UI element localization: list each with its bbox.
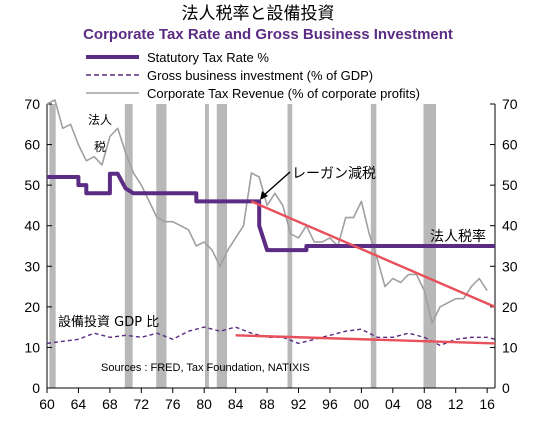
- y-tick-label-left-30: 30: [24, 258, 40, 274]
- recession-band-5: [287, 104, 293, 388]
- annotation-houjin-zei-line2: 税: [94, 140, 106, 154]
- x-tick-label-96: 96: [322, 396, 338, 412]
- x-tick-label-12: 12: [448, 396, 464, 412]
- x-tick-label-84: 84: [228, 396, 244, 412]
- x-tick-label-64: 64: [71, 396, 87, 412]
- x-tick-label-00: 00: [354, 396, 370, 412]
- recession-band-4: [216, 104, 227, 388]
- annotations: 法人 税 レーガン減税 法人税率 設備投資 GDP 比 Sources : FR…: [58, 113, 486, 374]
- x-tick-label-80: 80: [196, 396, 212, 412]
- y-tick-label-left-0: 0: [32, 380, 40, 396]
- annotation-reagan: レーガン減税: [292, 165, 376, 182]
- trend-line-0: [250, 200, 496, 309]
- x-tick-label-68: 68: [102, 396, 118, 412]
- x-tick-label-16: 16: [479, 396, 495, 412]
- series-line-2: [46, 99, 488, 324]
- recession-band-0: [49, 104, 56, 388]
- y-tick-label-right-20: 20: [502, 299, 518, 315]
- y-tick-label-right-30: 30: [502, 258, 518, 274]
- y-tick-label-left-50: 50: [24, 177, 40, 193]
- y-tick-label-right-10: 10: [502, 339, 518, 355]
- annotation-reagan-arrow: [262, 171, 291, 197]
- legend-label-investment: Gross business investment (% of GDP): [147, 68, 373, 83]
- x-tick-label-76: 76: [165, 396, 181, 412]
- recession-band-2: [156, 104, 167, 388]
- y-tick-label-left-70: 70: [24, 96, 40, 112]
- y-tick-label-left-60: 60: [24, 137, 40, 153]
- recession-band-1: [124, 104, 133, 388]
- legend: Statutory Tax Rate % Gross business inve…: [86, 50, 420, 101]
- y-tick-label-right-0: 0: [502, 380, 510, 396]
- trend-line-1: [235, 334, 496, 345]
- x-tick-label-04: 04: [385, 396, 401, 412]
- series: [46, 99, 496, 347]
- y-tick-label-right-60: 60: [502, 137, 518, 153]
- y-tick-label-left-40: 40: [24, 218, 40, 234]
- y-tick-label-left-10: 10: [24, 339, 40, 355]
- chart-title: Corporate Tax Rate and Gross Business In…: [83, 26, 453, 43]
- y-tick-label-right-70: 70: [502, 96, 518, 112]
- y-tick-label-right-50: 50: [502, 177, 518, 193]
- x-tick-label-60: 60: [39, 396, 55, 412]
- annotation-houjin-zeiritsu: 法人税率: [430, 228, 486, 245]
- series-line-0: [47, 171, 495, 253]
- x-tick-label-92: 92: [291, 396, 307, 412]
- x-tick-label-72: 72: [134, 396, 150, 412]
- annotation-source: Sources : FRED, Tax Foundation, NATIXIS: [101, 362, 310, 374]
- annotation-reagan-arrowhead: [260, 191, 268, 200]
- legend-label-revenue: Corporate Tax Revenue (% of corporate pr…: [147, 86, 420, 101]
- annotation-houjin-zei-line1: 法人: [88, 113, 112, 127]
- series-line-1: [46, 326, 496, 347]
- y-tick-label-left-20: 20: [24, 299, 40, 315]
- chart-title-jp: 法人税率と設備投資: [182, 4, 335, 24]
- recession-band-3: [204, 104, 209, 388]
- y-tick-label-right-40: 40: [502, 218, 518, 234]
- x-tick-label-08: 08: [416, 396, 432, 412]
- x-tick-label-88: 88: [259, 396, 275, 412]
- annotation-setsubi: 設備投資 GDP 比: [58, 314, 159, 330]
- legend-label-statutory: Statutory Tax Rate %: [147, 50, 269, 65]
